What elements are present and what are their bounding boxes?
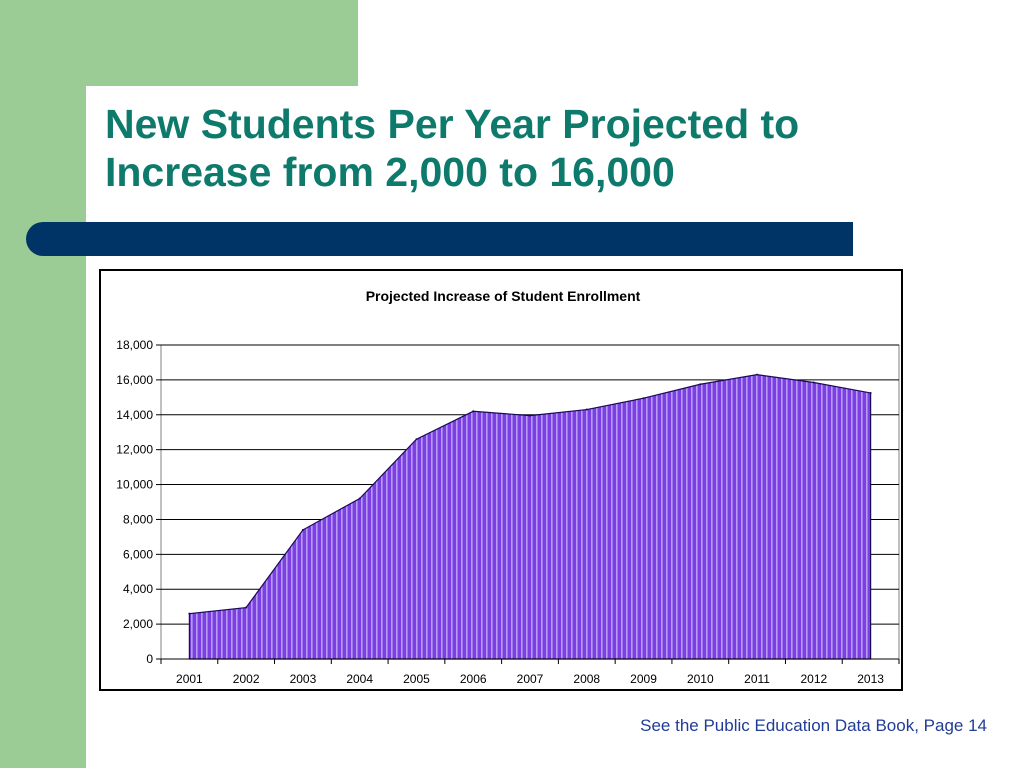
- y-tick-label: 0: [146, 652, 153, 666]
- data-point-2012: [812, 381, 815, 384]
- data-point-2013: [869, 391, 872, 394]
- x-tick-label: 2010: [687, 672, 714, 686]
- data-point-2008: [585, 408, 588, 411]
- slide-title-line-2: Increase from 2,000 to 16,000: [105, 149, 675, 195]
- x-tick-label: 2008: [573, 672, 600, 686]
- y-tick-label: 8,000: [123, 512, 153, 526]
- data-point-2002: [245, 606, 248, 609]
- y-tick-label: 10,000: [116, 478, 153, 492]
- data-point-2005: [415, 438, 418, 441]
- plot-area: 0 2,000 4,000 6,000 8,000 10,000 12,000 14,000 1…: [116, 338, 900, 686]
- x-tick-label: 2012: [800, 672, 827, 686]
- data-point-2003: [301, 528, 304, 531]
- y-tick-label: 4,000: [123, 582, 153, 596]
- data-point-2004: [358, 497, 361, 500]
- x-tick-label: 2003: [290, 672, 317, 686]
- green-top-band: [0, 0, 358, 86]
- green-side-band: [0, 0, 86, 768]
- enrollment-area: [188, 374, 872, 660]
- slide-title: New Students Per Year Projected to Incre…: [105, 100, 799, 196]
- x-tick-label: 2013: [857, 672, 884, 686]
- data-point-2010: [699, 383, 702, 386]
- y-tick-label: 12,000: [116, 443, 153, 457]
- x-tick-label: 2007: [517, 672, 544, 686]
- data-point-2011: [756, 373, 759, 376]
- x-tick-label: 2001: [176, 672, 203, 686]
- data-point-2001: [188, 612, 191, 615]
- y-tick-label: 6,000: [123, 547, 153, 561]
- x-tick-label: 2005: [403, 672, 430, 686]
- chart-title: Projected Increase of Student Enrollment: [366, 288, 641, 304]
- x-tick-label: 2006: [460, 672, 487, 686]
- data-point-2007: [529, 414, 531, 417]
- y-tick-label: 14,000: [116, 408, 153, 422]
- x-tick-label: 2002: [233, 672, 260, 686]
- y-tick-label: 2,000: [123, 617, 153, 631]
- x-tick-label: 2011: [744, 672, 770, 686]
- source-note: See the Public Education Data Book, Page…: [640, 716, 987, 735]
- navy-divider-bar: [26, 222, 853, 256]
- data-point-2009: [642, 397, 645, 400]
- enrollment-chart: Projected Increase of Student Enrollment…: [116, 288, 900, 686]
- slide-title-line-1: New Students Per Year Projected to: [105, 101, 800, 147]
- y-tick-label: 18,000: [116, 338, 153, 352]
- chart-frame: Projected Increase of Student Enrollment…: [99, 269, 903, 691]
- x-tick-label: 2009: [630, 672, 657, 686]
- data-point-2006: [472, 410, 475, 413]
- y-tick-label: 16,000: [116, 373, 153, 387]
- x-tick-label: 2004: [346, 672, 373, 686]
